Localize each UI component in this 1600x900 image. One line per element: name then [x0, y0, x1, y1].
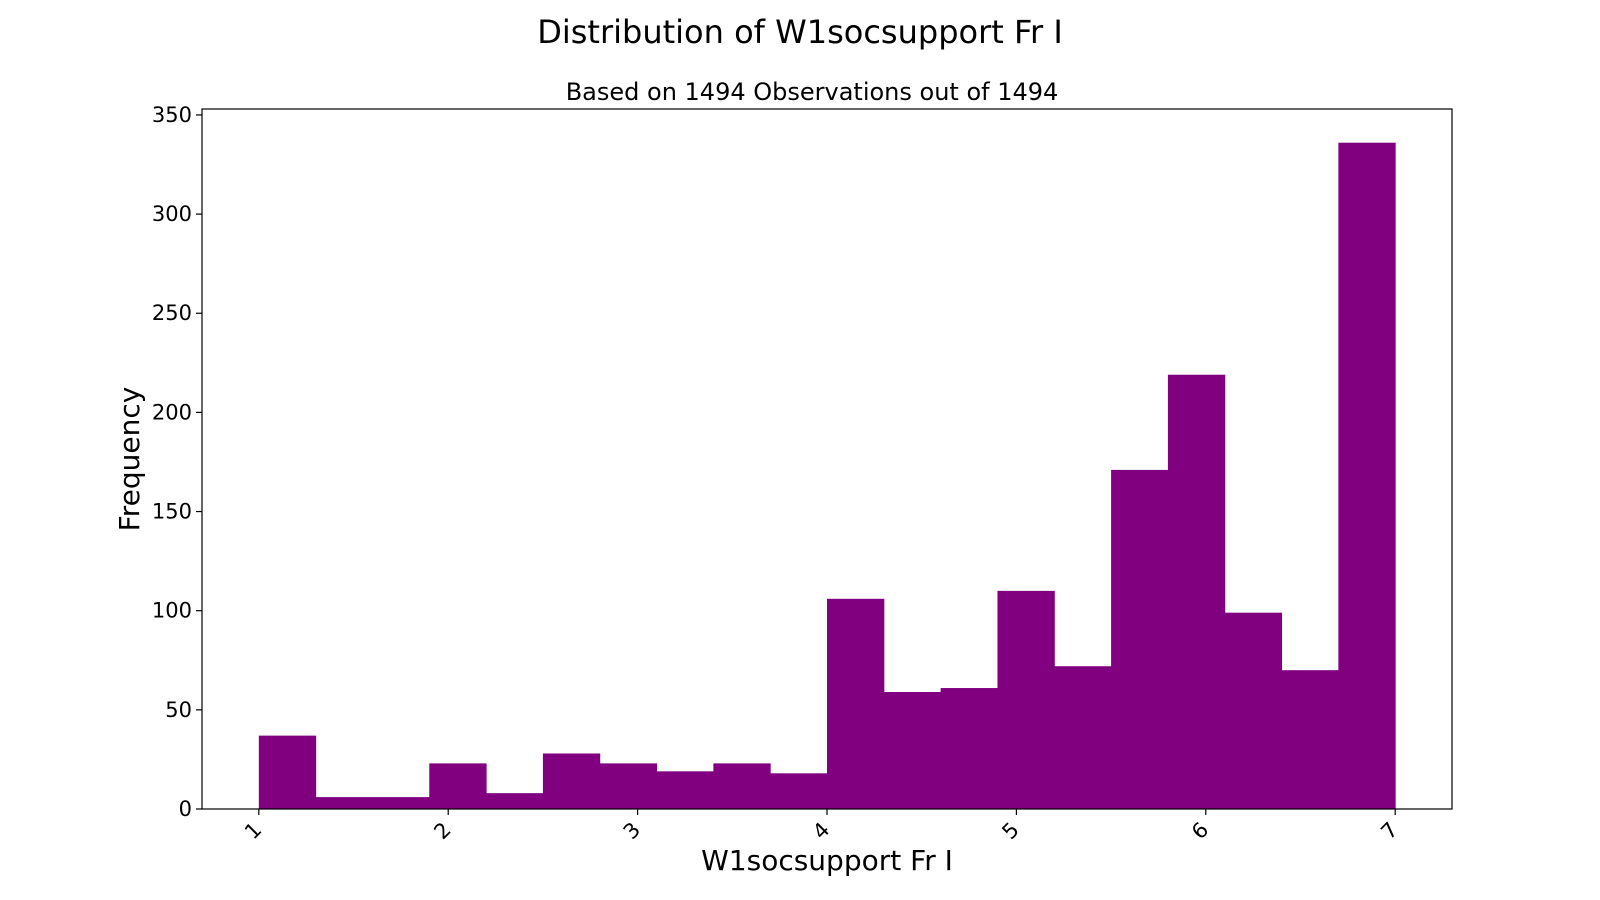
y-tick-label: 250: [152, 301, 192, 325]
y-tick-label: 350: [152, 103, 192, 127]
histogram-bar: [1338, 142, 1396, 809]
x-tick-label: 4: [808, 818, 834, 844]
histogram-bar: [656, 771, 714, 809]
y-tick-label: 300: [152, 202, 192, 226]
y-axis-ticks: 0 50 100 150 200 250 300 350: [152, 103, 202, 821]
histogram-bar: [770, 773, 828, 809]
y-tick-label: 50: [165, 698, 192, 722]
histogram-bar: [713, 763, 771, 809]
x-axis-label: W1socsupport Fr I: [701, 844, 953, 877]
x-axis-ticks: 1 2 3 4 5 6 7: [240, 809, 1403, 844]
histogram-bar: [1111, 469, 1169, 809]
x-tick-label: 1: [240, 818, 266, 844]
x-tick-label: 3: [619, 818, 645, 844]
y-tick-label: 150: [152, 500, 192, 524]
histogram-bar: [372, 797, 430, 809]
histogram-bar: [940, 688, 998, 809]
y-tick-label: 100: [152, 599, 192, 623]
histogram-bar: [599, 763, 658, 809]
histogram-bar: [827, 598, 885, 809]
x-tick-label: 2: [429, 818, 455, 844]
histogram-bar: [1281, 670, 1339, 809]
histogram-bar: [486, 793, 544, 809]
histogram-bar: [542, 753, 601, 809]
chart-title: Distribution of W1socsupport Fr I: [537, 13, 1063, 51]
histogram-bar: [997, 590, 1055, 809]
x-tick-label: 5: [998, 818, 1024, 844]
chart-subtitle: Based on 1494 Observations out of 1494: [566, 78, 1059, 106]
histogram-bar: [1054, 666, 1112, 809]
y-axis-label: Frequency: [113, 387, 146, 532]
histogram-bar: [1167, 374, 1226, 809]
histogram-bar: [315, 797, 373, 809]
histogram-bar: [883, 692, 942, 809]
y-tick-label: 200: [152, 400, 192, 424]
histogram-bar: [429, 763, 487, 809]
y-tick-label: 0: [179, 797, 192, 821]
histogram-bar: [258, 735, 317, 809]
bars-group: [258, 142, 1396, 809]
x-tick-label: 7: [1376, 818, 1402, 844]
histogram-bar: [1224, 612, 1283, 809]
x-tick-label: 6: [1187, 818, 1213, 844]
